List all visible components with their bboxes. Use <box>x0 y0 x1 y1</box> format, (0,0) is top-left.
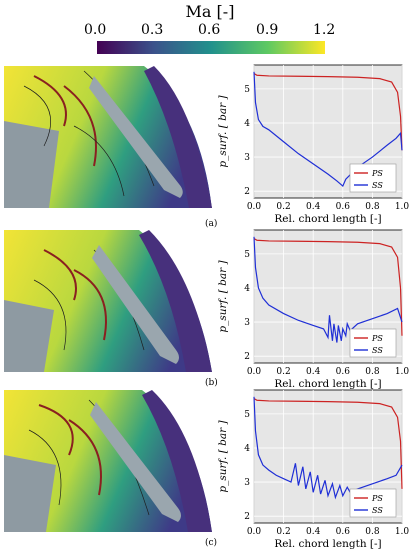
colorbar-tick: 0.0 <box>84 22 107 38</box>
contour-image-b <box>4 230 212 372</box>
colorbar-tick: 0.9 <box>256 22 279 38</box>
panel-label-a: (a) <box>205 219 218 229</box>
colorbar-gradient <box>97 41 325 54</box>
x-tick-label: 0.6 <box>336 367 351 377</box>
x-tick-label: 0.8 <box>365 367 380 377</box>
x-tick-label: 0.0 <box>247 202 262 212</box>
y-axis-label: p_surf. [ bar ] <box>217 260 229 333</box>
x-tick-label: 1.0 <box>395 527 410 537</box>
x-tick-label: 0.0 <box>247 527 262 537</box>
y-tick-label: 3 <box>244 478 250 488</box>
x-tick-label: 0.6 <box>336 202 351 212</box>
y-tick-label: 5 <box>244 85 250 95</box>
y-axis-label: p_surf. [ bar ] <box>217 420 229 493</box>
legend-label: SS <box>372 506 383 515</box>
series-line-ss <box>253 236 403 343</box>
y-tick-label: 4 <box>244 119 250 129</box>
legend-box <box>349 328 397 358</box>
x-tick-label: 0.8 <box>365 202 380 212</box>
pressure-plot-a: 0.0 0.2 0.4 0.6 0.8 1.0 2 3 4 5 Rel. chord length … <box>212 60 416 230</box>
y-tick-label: 2 <box>244 512 250 522</box>
x-tick-label: 0.2 <box>276 367 290 377</box>
y-tick-label: 5 <box>244 410 250 420</box>
x-tick-label: 0.4 <box>306 202 321 212</box>
x-tick-label: 0.2 <box>276 527 290 537</box>
x-tick-label: 0.0 <box>247 367 262 377</box>
legend-label: PS <box>371 494 383 503</box>
y-tick-label: 3 <box>244 318 250 328</box>
colorbar-tick: 0.6 <box>198 22 221 38</box>
series-line-ps <box>253 73 403 151</box>
panel-label-b: (b) <box>205 378 218 388</box>
panel-label-c: (c) <box>205 538 218 548</box>
x-tick-label: 1.0 <box>395 202 410 212</box>
y-tick-label: 4 <box>244 284 250 294</box>
y-tick-label: 2 <box>244 352 250 362</box>
legend-box <box>349 488 397 518</box>
y-tick-label: 3 <box>244 153 250 163</box>
y-tick-label: 4 <box>244 444 250 454</box>
x-tick-label: 0.8 <box>365 527 380 537</box>
colorbar-title: Ma [-] <box>185 2 235 21</box>
legend-label: PS <box>371 169 383 178</box>
series-line-ps <box>253 398 403 489</box>
legend-label: SS <box>372 181 383 190</box>
contour-image-a <box>4 66 212 208</box>
x-tick-label: 1.0 <box>395 367 410 377</box>
legend-label: PS <box>371 334 383 343</box>
series-line-ps <box>253 238 403 336</box>
x-axis-label: Rel. chord length [-] <box>274 538 381 550</box>
x-axis-label: Rel. chord length [-] <box>274 213 381 225</box>
pressure-plot-b: 0.0 0.2 0.4 0.6 0.8 1.0 2 3 4 5 Rel. chord length … <box>212 225 416 395</box>
pressure-plot-c: 0.0 0.2 0.4 0.6 0.8 1.0 2 3 4 5 Rel. chord length … <box>212 385 416 555</box>
legend-box <box>349 163 397 193</box>
colorbar-tick: 1.2 <box>313 22 336 38</box>
series-line-ss <box>253 71 403 188</box>
contour-image-c <box>4 390 212 532</box>
x-tick-label: 0.6 <box>336 527 351 537</box>
x-tick-label: 0.4 <box>306 527 321 537</box>
x-axis-label: Rel. chord length [-] <box>274 378 381 390</box>
y-tick-label: 2 <box>244 187 250 197</box>
colorbar-ticks: 0.0 0.3 0.6 0.9 1.2 <box>82 22 342 42</box>
y-axis-label: p_surf. [ bar ] <box>217 95 229 168</box>
legend-label: SS <box>372 346 383 355</box>
colorbar-tick: 0.3 <box>141 22 164 38</box>
x-tick-label: 0.4 <box>306 367 321 377</box>
y-tick-label: 5 <box>244 250 250 260</box>
x-tick-label: 0.2 <box>276 202 290 212</box>
